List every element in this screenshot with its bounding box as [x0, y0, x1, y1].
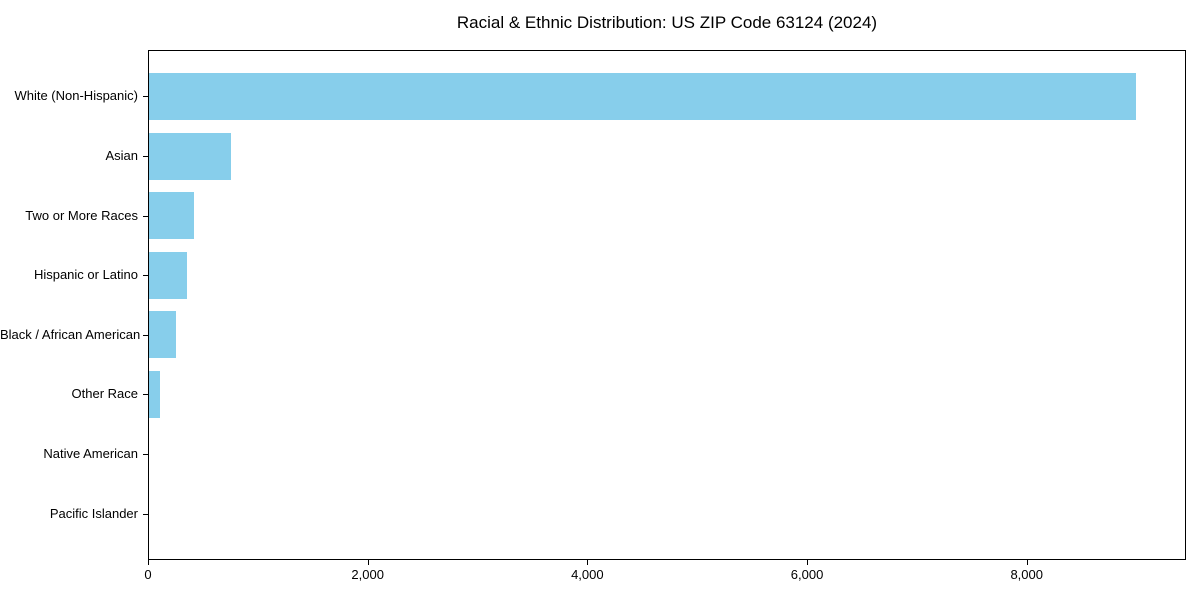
y-tick-mark: [143, 513, 148, 515]
x-tick-mark: [148, 560, 149, 565]
y-tick-mark: [143, 156, 148, 157]
bar-other-race: [149, 370, 160, 418]
x-tick-label-6000: 6,000: [790, 567, 824, 582]
plot-area: [148, 50, 1186, 560]
y-tick-label-two-or-more-races: Two or More Races: [25, 207, 138, 223]
y-tick-label-pacific-islander: Pacific Islander: [49, 505, 138, 521]
y-tick-mark: [143, 394, 148, 396]
y-tick-label-other-race: Other Race: [71, 386, 138, 402]
bar-hispanic-or-latino: [149, 251, 188, 299]
y-tick-label-asian: Asian: [105, 148, 138, 163]
y-tick-label-native-american: Native American: [43, 446, 138, 462]
x-tick-label-0: 0: [144, 567, 152, 582]
x-tick-mark: [367, 560, 369, 565]
y-tick-mark: [143, 275, 148, 277]
x-tick-mark: [807, 560, 809, 565]
x-tick-mark: [587, 560, 589, 565]
bar-two-or-more-races: [149, 192, 194, 240]
bar-black-african-american: [149, 311, 177, 359]
bar-asian: [149, 132, 231, 180]
bar-white-non-hispanic: [149, 72, 1136, 120]
x-tick-label-2000: 2,000: [351, 567, 384, 582]
x-tick-mark: [1026, 560, 1028, 565]
chart-title: Racial & Ethnic Distribution: US ZIP Cod…: [456, 13, 878, 32]
y-tick-mark: [143, 454, 148, 456]
y-tick-label-black-african-american: Black / African American: [0, 326, 141, 342]
y-tick-mark: [143, 96, 148, 98]
y-tick-label-white-non-hispanic: White (Non-Hispanic): [14, 88, 138, 104]
x-tick-label-8000: 8,000: [1010, 567, 1043, 582]
y-tick-mark: [143, 334, 148, 336]
y-tick-mark: [143, 215, 148, 217]
y-tick-label-hispanic-or-latino: Hispanic or Latino: [33, 267, 138, 283]
x-tick-label-4000: 4,000: [571, 567, 604, 582]
